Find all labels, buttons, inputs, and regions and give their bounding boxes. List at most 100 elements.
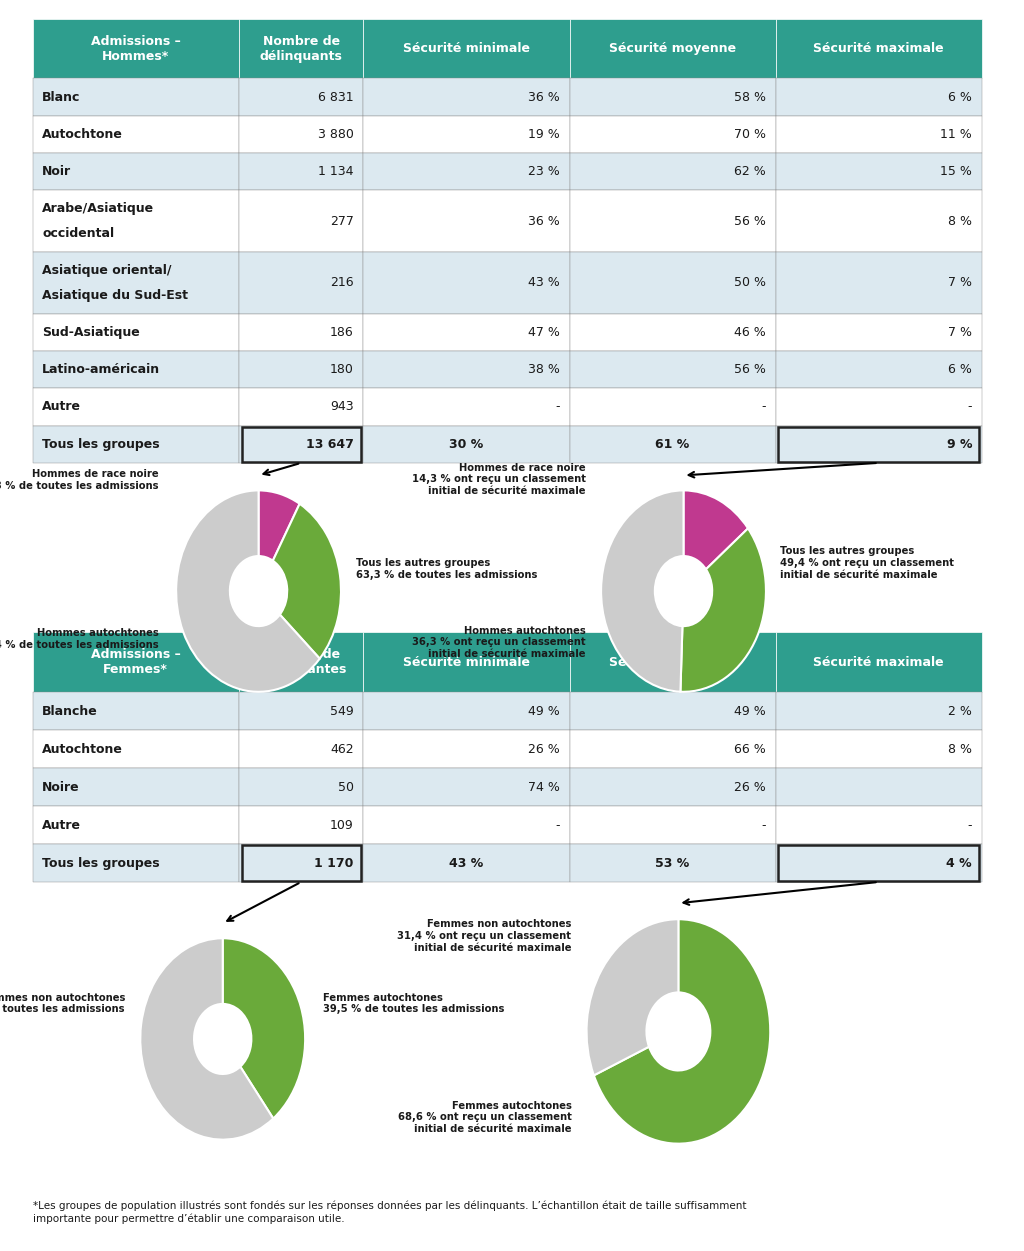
Text: Admissions –
Femmes*: Admissions – Femmes* (91, 648, 180, 676)
Text: Sécurité moyenne: Sécurité moyenne (609, 43, 736, 55)
Text: 53 %: 53 % (655, 857, 690, 869)
Text: 47 %: 47 % (528, 325, 560, 339)
Bar (239, 352, 364, 388)
Text: 462: 462 (330, 743, 354, 756)
Bar (33, 844, 239, 882)
Text: Hommes de race noire
14,3 % ont reçu un classement
initial de sécurité maximale: Hommes de race noire 14,3 % ont reçu un … (412, 463, 586, 497)
Text: 6 %: 6 % (948, 90, 972, 104)
Text: 70 %: 70 % (734, 128, 766, 141)
Text: -: - (968, 818, 972, 832)
Wedge shape (223, 938, 305, 1118)
Text: 9 %: 9 % (946, 438, 972, 450)
Text: Latino-américain: Latino-américain (42, 363, 161, 377)
Wedge shape (140, 938, 273, 1140)
Text: Autre: Autre (42, 818, 81, 832)
Wedge shape (258, 490, 300, 560)
Bar (364, 768, 569, 806)
Bar (569, 251, 775, 314)
Bar (239, 692, 364, 731)
Bar (242, 844, 360, 881)
Bar (364, 731, 569, 768)
Text: 43 %: 43 % (528, 276, 560, 289)
Text: 26 %: 26 % (734, 781, 766, 793)
Text: 30 %: 30 % (450, 438, 483, 450)
Bar (33, 768, 239, 806)
Text: 19 %: 19 % (528, 128, 560, 141)
Bar (775, 153, 982, 190)
Bar (569, 806, 775, 844)
Bar (239, 768, 364, 806)
Bar (775, 806, 982, 844)
Text: Tous les groupes: Tous les groupes (42, 857, 160, 869)
Bar (239, 314, 364, 352)
Bar (775, 19, 982, 79)
Bar (33, 692, 239, 731)
Text: Sécurité maximale: Sécurité maximale (813, 656, 944, 668)
Bar (569, 425, 775, 463)
Text: Asiatique oriental/: Asiatique oriental/ (42, 264, 172, 276)
Text: Autochtone: Autochtone (42, 743, 123, 756)
Bar (364, 632, 569, 692)
Text: 66 %: 66 % (734, 743, 766, 756)
Text: 50 %: 50 % (734, 276, 766, 289)
Text: Tous les autres groupes
63,3 % de toutes les admissions: Tous les autres groupes 63,3 % de toutes… (356, 558, 538, 580)
Bar (239, 153, 364, 190)
Text: 277: 277 (330, 215, 354, 228)
Text: Autre: Autre (42, 400, 81, 413)
Bar (775, 425, 982, 463)
Text: occidental: occidental (42, 226, 115, 240)
Text: Sécurité moyenne: Sécurité moyenne (609, 656, 736, 668)
Text: Noire: Noire (42, 781, 80, 793)
Wedge shape (594, 919, 770, 1143)
Text: 61 %: 61 % (655, 438, 690, 450)
Text: Hommes autochtones
28,4 % de toutes les admissions: Hommes autochtones 28,4 % de toutes les … (0, 628, 159, 649)
Bar (239, 79, 364, 116)
Text: 1 134: 1 134 (318, 165, 354, 179)
Text: Sécurité maximale: Sécurité maximale (813, 43, 944, 55)
Text: 74 %: 74 % (528, 781, 560, 793)
Text: -: - (968, 400, 972, 413)
Bar (239, 190, 364, 251)
Text: Femmes autochtones
68,6 % ont reçu un classement
initial de sécurité maximale: Femmes autochtones 68,6 % ont reçu un cl… (397, 1101, 571, 1135)
Text: Nombre de
délinquantes: Nombre de délinquantes (255, 648, 347, 676)
Text: Noir: Noir (42, 165, 72, 179)
Bar (775, 768, 982, 806)
Text: Nombre de
délinquants: Nombre de délinquants (260, 35, 343, 63)
Text: Hommes autochtones
36,3 % ont reçu un classement
initial de sécurité maximale: Hommes autochtones 36,3 % ont reçu un cl… (412, 626, 586, 659)
Bar (775, 632, 982, 692)
Bar (242, 427, 360, 462)
Text: Blanc: Blanc (42, 90, 81, 104)
Bar (364, 19, 569, 79)
Text: 943: 943 (330, 400, 354, 413)
Text: 6 %: 6 % (948, 363, 972, 377)
Text: 46 %: 46 % (734, 325, 766, 339)
Bar (364, 844, 569, 882)
Text: 49 %: 49 % (528, 704, 560, 718)
Bar (33, 388, 239, 425)
Text: Arabe/Asiatique: Arabe/Asiatique (42, 203, 155, 215)
Text: 8 %: 8 % (948, 743, 972, 756)
Bar (364, 425, 569, 463)
Bar (775, 731, 982, 768)
Text: -: - (762, 818, 766, 832)
Bar (33, 314, 239, 352)
Text: -: - (555, 818, 560, 832)
Text: 56 %: 56 % (734, 363, 766, 377)
Bar (239, 251, 364, 314)
Text: 23 %: 23 % (528, 165, 560, 179)
Bar (775, 79, 982, 116)
Bar (364, 806, 569, 844)
Text: 49 %: 49 % (734, 704, 766, 718)
Text: 2 %: 2 % (948, 704, 972, 718)
Text: 216: 216 (330, 276, 354, 289)
Text: 1 170: 1 170 (314, 857, 354, 869)
Bar (775, 388, 982, 425)
Bar (364, 116, 569, 153)
Text: Sécurité minimale: Sécurité minimale (403, 43, 530, 55)
Bar (569, 153, 775, 190)
Bar (569, 632, 775, 692)
Bar (569, 19, 775, 79)
Text: 186: 186 (330, 325, 354, 339)
Bar (569, 731, 775, 768)
Text: Tous les groupes: Tous les groupes (42, 438, 160, 450)
